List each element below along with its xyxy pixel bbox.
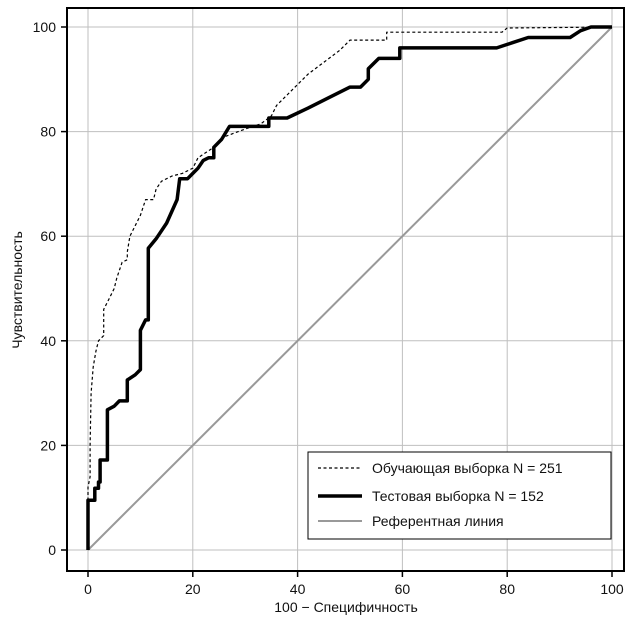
x-tick-label: 40: [290, 581, 306, 597]
x-tick-label: 0: [84, 581, 92, 597]
test-curve: [86, 25, 612, 550]
y-tick-label: 40: [40, 333, 56, 349]
y-tick-label: 60: [40, 228, 56, 244]
x-tick-label: 80: [499, 581, 515, 597]
legend: Обучающая выборка N = 251 Тестовая выбор…: [307, 451, 612, 540]
axes: 0 20 40 60 80 100 0 20 40 60 80 100: [33, 19, 624, 597]
legend-label-training: Обучающая выборка N = 251: [372, 460, 563, 476]
grid-lines: [67, 8, 624, 571]
y-tick-label: 0: [48, 542, 56, 558]
x-tick-label: 20: [185, 581, 201, 597]
y-tick-label: 80: [40, 124, 56, 140]
y-tick-label: 100: [33, 19, 57, 35]
y-tick-label: 20: [40, 437, 56, 453]
y-axis-label: Чувствительность: [9, 231, 25, 349]
x-axis-label: 100 − Специфичность: [274, 599, 418, 615]
plot-frame: [66, 7, 625, 572]
roc-curves: [86, 25, 613, 550]
legend-label-reference: Референтная линия: [372, 513, 504, 529]
training-curve: [87, 26, 613, 550]
x-tick-label: 60: [395, 581, 411, 597]
legend-label-test: Тестовая выборка N = 152: [372, 488, 544, 504]
reference-line-path: [87, 26, 613, 551]
reference-line: [87, 26, 613, 551]
x-tick-label: 100: [600, 581, 624, 597]
